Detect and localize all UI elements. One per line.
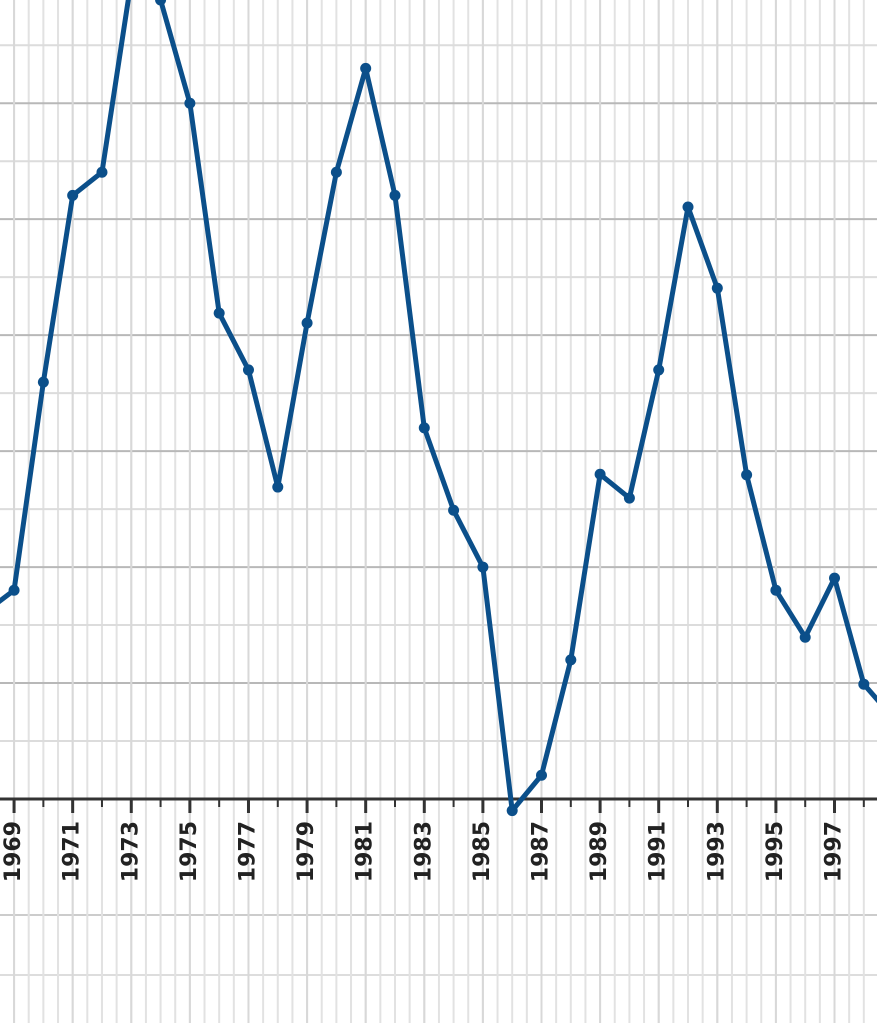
point — [594, 468, 606, 480]
x-tick-label: 1979 — [294, 821, 319, 882]
x-tick-label: 1981 — [353, 821, 378, 882]
point — [565, 654, 577, 666]
point — [741, 469, 753, 481]
point — [360, 62, 372, 74]
x-tick-label: 1969 — [1, 821, 26, 882]
x-tick-label: 1989 — [587, 821, 612, 882]
point — [858, 678, 870, 690]
point — [8, 584, 20, 596]
point — [213, 307, 225, 319]
x-tick-label: 1977 — [235, 821, 260, 882]
point — [184, 97, 196, 109]
point — [682, 201, 694, 213]
x-tick-label: 1975 — [177, 821, 202, 882]
point — [389, 189, 401, 201]
point — [330, 166, 342, 178]
point — [96, 166, 108, 178]
line — [0, 0, 877, 814]
point — [477, 561, 489, 573]
x-tick-label: 1997 — [822, 821, 847, 882]
point — [67, 189, 79, 201]
x-tick-label: 1983 — [411, 821, 436, 882]
plot-area — [0, 0, 877, 817]
point — [799, 631, 811, 643]
point — [301, 317, 313, 329]
x-tick-label: 1973 — [118, 821, 143, 882]
x-tick-label: 1991 — [646, 821, 671, 882]
point — [418, 422, 430, 434]
x-tick-label: 1985 — [470, 821, 495, 882]
point — [506, 805, 518, 817]
point — [272, 481, 284, 493]
point — [653, 364, 665, 376]
point — [448, 504, 460, 516]
x-tick-label: 1971 — [60, 821, 85, 882]
point — [829, 572, 841, 584]
point — [770, 584, 782, 596]
x-tick-label: 1987 — [528, 821, 553, 882]
point — [711, 282, 723, 294]
point — [535, 769, 547, 781]
point — [155, 0, 167, 6]
x-tick-label: 1993 — [704, 821, 729, 882]
point — [37, 376, 49, 388]
point — [242, 364, 254, 376]
point — [623, 492, 635, 504]
x-tick-label: 1995 — [763, 821, 788, 882]
